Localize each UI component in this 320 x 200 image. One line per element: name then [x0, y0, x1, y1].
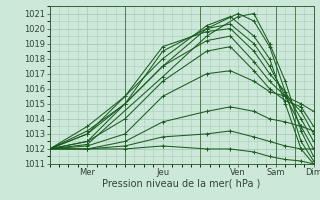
X-axis label: Pression niveau de la mer( hPa ): Pression niveau de la mer( hPa ): [102, 179, 261, 189]
